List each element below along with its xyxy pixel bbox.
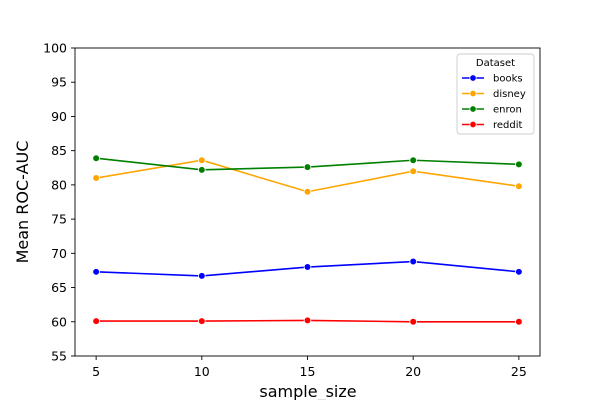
y-tick-label: 55: [51, 349, 67, 364]
data-point-books-15: [303, 263, 312, 271]
legend-title: Dataset: [476, 58, 515, 69]
legend: Dataset books disney enron reddit: [456, 53, 535, 135]
data-point-reddit-5: [92, 317, 100, 325]
data-point-enron-5: [92, 154, 100, 162]
axes: 5 10 15 20 25 55 60 65 70 75 80 85 90 95 100: [43, 41, 541, 379]
plot-area: [92, 154, 523, 326]
y-tick-label: 100: [43, 41, 67, 56]
legend-box: [456, 53, 535, 135]
data-point-reddit-25: [515, 317, 523, 326]
y-tick-label: 75: [51, 212, 67, 227]
legend-label-books: books: [493, 74, 523, 85]
legend-label-reddit: reddit: [493, 120, 523, 131]
data-point-enron-20: [409, 156, 417, 165]
data-point-books-20: [409, 257, 417, 266]
data-point-books-25: [515, 268, 523, 276]
data-point-books-5: [92, 268, 100, 276]
legend-marker-reddit: [469, 120, 477, 129]
data-point-books-10: [198, 272, 206, 280]
y-tick-label: 65: [51, 280, 67, 295]
data-point-reddit-10: [198, 317, 206, 325]
data-point-enron-25: [515, 160, 523, 169]
data-point-disney-20: [409, 167, 417, 176]
x-tick-label: 10: [194, 364, 210, 379]
y-tick-label: 80: [51, 177, 67, 192]
data-point-disney-25: [515, 182, 523, 191]
y-tick-label: 90: [51, 109, 67, 124]
data-point-disney-5: [92, 174, 100, 182]
y-tick-label: 60: [51, 314, 67, 329]
x-axis-title: sample_size: [259, 382, 356, 400]
x-tick-label: 5: [92, 364, 100, 379]
x-tick-label: 15: [300, 364, 316, 379]
legend-label-disney: disney: [493, 89, 526, 100]
x-tick-label: 25: [511, 364, 527, 379]
legend-label-enron: enron: [493, 105, 522, 116]
x-tick-label: 20: [405, 364, 421, 379]
y-tick-label: 95: [51, 75, 67, 90]
data-point-disney-15: [303, 187, 312, 196]
data-point-disney-10: [198, 156, 206, 165]
y-tick-label: 70: [51, 246, 67, 261]
data-point-enron-15: [303, 163, 312, 171]
data-point-enron-10: [198, 166, 206, 174]
y-tick-label: 85: [51, 143, 67, 158]
legend-marker-enron: [469, 105, 477, 113]
data-point-reddit-15: [303, 316, 312, 325]
data-point-reddit-20: [409, 317, 417, 326]
legend-marker-books: [469, 74, 477, 82]
legend-marker-disney: [469, 89, 477, 98]
y-axis-title: Mean ROC-AUC: [13, 141, 32, 264]
